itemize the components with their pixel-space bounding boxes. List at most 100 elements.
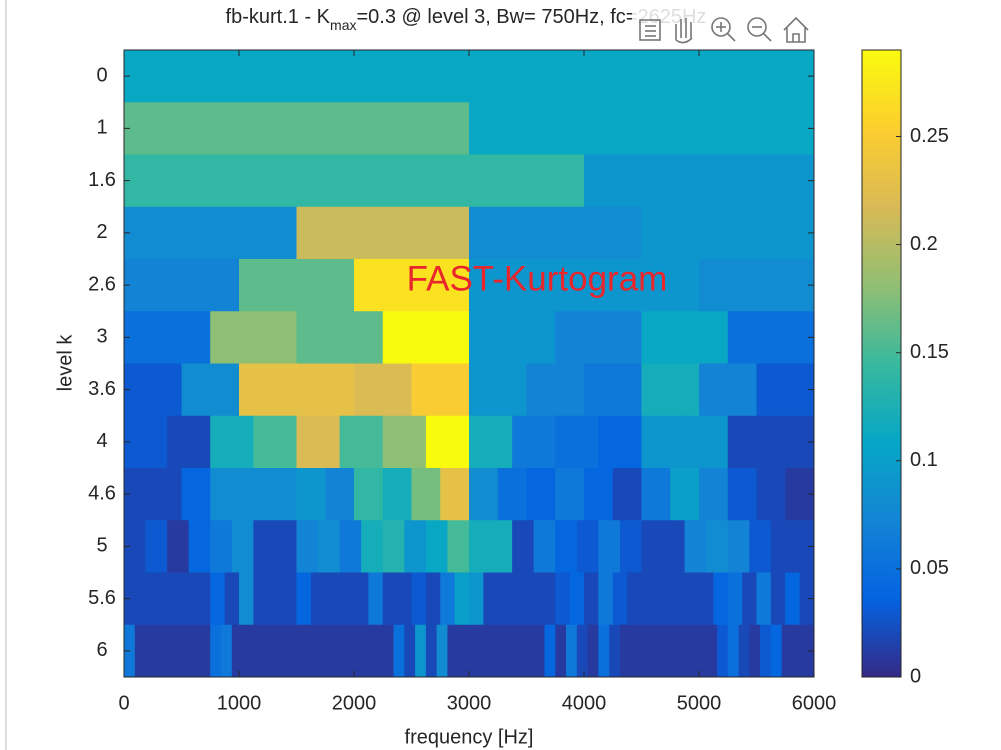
title-part: fb-kurt.1 - K (226, 6, 331, 28)
heat-cell (239, 363, 297, 417)
heat-cell (641, 363, 700, 417)
y-tick-label: 4.6 (88, 482, 116, 504)
heat-cell (134, 624, 146, 678)
x-tick-label: 6000 (792, 692, 837, 714)
heat-cell (325, 468, 355, 521)
y-tick-label: 3 (96, 326, 107, 348)
heat-cell (742, 572, 757, 626)
heat-cell (210, 468, 240, 521)
heat-cell (307, 624, 319, 678)
home-button[interactable] (783, 16, 809, 43)
colorbar-tick-label: 0.05 (910, 557, 949, 579)
heat-cell (555, 468, 585, 521)
heat-cell (167, 624, 179, 678)
heat-cell (598, 520, 621, 573)
heat-cell (339, 415, 384, 469)
heat-cell (706, 624, 718, 678)
y-tick-label: 0 (96, 64, 107, 86)
heat-cell (411, 468, 441, 521)
heat-cell (124, 154, 355, 208)
heat-cell (415, 624, 427, 678)
heat-cell (382, 520, 405, 573)
heat-cell (490, 624, 502, 678)
heat-cell (393, 624, 405, 678)
heatmap (124, 50, 815, 678)
heat-cell (512, 520, 535, 573)
heat-cell (274, 624, 287, 678)
heat-cell (124, 50, 815, 103)
heat-cell (231, 624, 243, 678)
heat-cell (199, 624, 211, 678)
heat-cell (479, 624, 491, 678)
heat-cell (354, 468, 384, 521)
y-axis-label: level k (54, 334, 76, 392)
heat-cell (785, 572, 801, 626)
heat-cell (526, 468, 556, 521)
heat-cell (533, 624, 545, 678)
heat-cell (598, 415, 642, 469)
heat-cell (382, 311, 470, 364)
title-part: =0.3 @ level 3, Bw= 750Hz, fc=2625Hz (356, 6, 706, 28)
heat-cell (152, 572, 168, 626)
heat-cell (454, 572, 470, 626)
brush-button[interactable] (639, 19, 661, 41)
heat-cell (584, 572, 599, 626)
heat-cell (630, 624, 642, 678)
heat-cell (555, 572, 571, 626)
heat-cell (124, 259, 240, 312)
heat-cell (469, 102, 815, 155)
heat-cell (210, 311, 297, 364)
heat-cell (253, 572, 269, 626)
zoom-out-button[interactable] (747, 17, 772, 42)
heat-cell (619, 624, 632, 678)
heat-cell (799, 572, 815, 626)
heat-cell (627, 572, 642, 626)
heat-cell (781, 624, 793, 678)
heat-cell (124, 311, 211, 364)
heat-cell (749, 624, 761, 678)
heat-cell (587, 624, 599, 678)
heat-cell (296, 520, 319, 573)
y-tick-label: 5.6 (88, 587, 116, 609)
heat-cell (145, 520, 168, 573)
y-tick-label: 5 (96, 535, 107, 557)
heat-cell (296, 572, 312, 626)
heat-cell (264, 624, 276, 678)
heat-cell (368, 572, 384, 626)
y-tick-label: 3.6 (88, 378, 116, 400)
heat-cell (469, 363, 527, 417)
heat-cell (195, 572, 211, 626)
heat-cell (569, 572, 585, 626)
y-tick-label: 2 (96, 221, 107, 243)
title-subscript: max (330, 17, 356, 33)
heat-cell (673, 624, 686, 678)
heat-cell (188, 520, 211, 573)
heat-cell (296, 363, 355, 417)
heat-cell (469, 311, 556, 364)
heat-cell (598, 572, 614, 626)
heat-cell (770, 624, 783, 678)
heat-cell (612, 572, 628, 626)
heat-cell (458, 624, 470, 678)
colorbar-tick-label: 0 (910, 665, 921, 687)
heat-cell (641, 206, 815, 260)
heat-cell (540, 572, 556, 626)
heat-cell (145, 624, 157, 678)
heat-cell (425, 572, 441, 626)
heat-cell (555, 311, 642, 364)
heat-cell (411, 363, 470, 417)
heat-cell (354, 572, 369, 626)
heat-cell (318, 520, 341, 573)
heat-cell (641, 415, 686, 469)
heat-cell (436, 624, 448, 678)
heat-cell (361, 520, 384, 573)
pan-button[interactable] (675, 18, 693, 44)
heat-cell (425, 520, 448, 573)
heat-cell (167, 520, 190, 573)
heat-cell (490, 520, 513, 573)
heat-cell (684, 624, 696, 678)
zoom-in-button[interactable] (711, 17, 736, 42)
heat-cell (526, 363, 585, 417)
heat-cell (124, 102, 470, 155)
heat-cell (526, 572, 542, 626)
